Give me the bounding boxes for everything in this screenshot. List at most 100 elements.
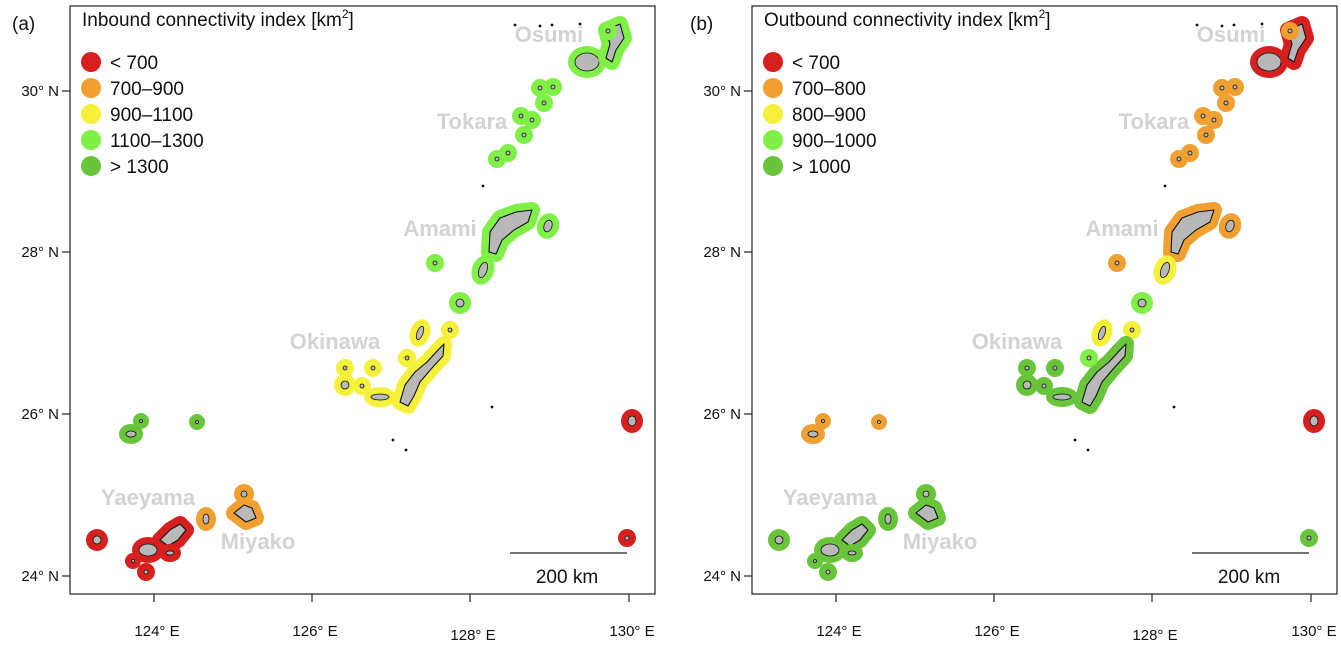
- region-label-okinawa: Okinawa: [972, 329, 1063, 354]
- lat-label: 30° N: [21, 83, 59, 100]
- island-senkaku: [189, 414, 205, 430]
- island-land: [1041, 383, 1047, 389]
- islet-dot: [513, 23, 517, 27]
- panel-a-tag: (a): [12, 14, 36, 35]
- island-tokara: [535, 94, 553, 112]
- island-shape: [392, 336, 452, 414]
- island-land: [1097, 325, 1107, 341]
- island-senkaku: [801, 424, 825, 444]
- map-frame: [751, 5, 1338, 595]
- island-land: [404, 355, 410, 361]
- island-shape: [834, 516, 876, 554]
- region-label-osumi: Osumi: [1197, 22, 1265, 47]
- map-panel-inbound: Osumi Tokara Amami Okinawa Yaeyama Miyako Inbo…: [21, 5, 656, 644]
- island-yaeyama_west: [768, 529, 790, 551]
- island-tokara: [599, 22, 617, 40]
- island-hateruma: [1300, 529, 1318, 547]
- island-land: [774, 535, 784, 545]
- legend-label-5: > 1000: [792, 157, 851, 178]
- scale-bar-label: 200 km: [536, 567, 598, 588]
- island-yaeyama_south: [819, 563, 837, 581]
- island-land: [807, 430, 819, 438]
- island-land: [1081, 343, 1127, 407]
- legend-title-end: ]: [349, 10, 354, 31]
- island-land: [195, 420, 199, 424]
- island-yaeyama_south: [125, 553, 141, 569]
- island-okinawa_east: [1080, 349, 1098, 367]
- island-land: [125, 430, 137, 438]
- island-amami_south: [1153, 255, 1177, 285]
- islands-layer: [768, 16, 1325, 581]
- legend-title-sup: 2: [342, 7, 349, 21]
- island-okinawa_east: [398, 349, 416, 367]
- legend-label-5: > 1300: [110, 157, 169, 178]
- lat-label: 26° N: [21, 406, 59, 423]
- island-yaeyama_west: [86, 529, 108, 551]
- island-yaeyama_main: [152, 516, 194, 554]
- legend-title-end: ]: [1045, 10, 1050, 31]
- island-daito: [621, 409, 643, 433]
- island-land: [821, 419, 825, 423]
- region-label-amami: Amami: [1085, 216, 1158, 241]
- island-land: [432, 260, 438, 266]
- island-land: [1232, 84, 1238, 90]
- island-land: [138, 543, 158, 557]
- island-land: [1114, 260, 1120, 266]
- island-amami_tip: [449, 292, 471, 314]
- island-land: [494, 156, 500, 162]
- island-land: [1052, 393, 1072, 401]
- island-land: [1200, 113, 1206, 119]
- islet-dot: [481, 184, 485, 188]
- island-tokara: [1226, 78, 1244, 96]
- legend-label-2: 700–900: [110, 79, 184, 100]
- island-land: [1287, 28, 1293, 34]
- island-land: [624, 535, 630, 541]
- island-miyako_east: [878, 507, 898, 531]
- island-yaeyama_main: [814, 537, 846, 563]
- island-land: [922, 490, 930, 498]
- panel-b-tag: (b): [690, 14, 714, 35]
- island-senkaku: [815, 413, 831, 429]
- island-okinawa_north: [441, 321, 459, 339]
- legend-swatch-4: [81, 130, 101, 150]
- islands-layer: [86, 16, 643, 581]
- lat-label: 24° N: [703, 568, 741, 585]
- island-land: [370, 365, 376, 371]
- island-tokara: [1281, 22, 1299, 40]
- island-land: [574, 52, 600, 72]
- island-shape: [1074, 336, 1134, 414]
- island-tokara: [531, 79, 549, 97]
- island-land: [415, 325, 425, 341]
- island-land: [1086, 355, 1092, 361]
- island-land: [877, 420, 881, 424]
- island-okinawa_west: [353, 377, 371, 395]
- island-land: [1024, 365, 1030, 371]
- island-okinawa_west: [1035, 377, 1053, 395]
- legend-swatch-5: [81, 156, 101, 176]
- legend-swatch-1: [763, 52, 783, 72]
- islet-dot: [404, 448, 408, 452]
- island-shape: [481, 202, 540, 262]
- lon-label: 128° E: [450, 627, 495, 644]
- island-land: [550, 84, 556, 90]
- island-okinawa_west: [364, 359, 382, 377]
- legend-title-main: Inbound connectivity index [km: [82, 10, 342, 31]
- island-miyako_main: [908, 497, 946, 530]
- island-tokara: [1197, 126, 1215, 144]
- island-land: [447, 327, 453, 333]
- island-land: [605, 28, 611, 34]
- island-land: [1203, 132, 1209, 138]
- legend-swatch-1: [81, 52, 101, 72]
- islet-dot: [490, 405, 494, 409]
- map-panel-outbound: Osumi Tokara Amami Okinawa Yaeyama Miyako Outb…: [703, 5, 1338, 644]
- islet-dot: [1172, 405, 1176, 409]
- island-tokara: [1205, 111, 1223, 129]
- island-hateruma: [618, 529, 636, 547]
- island-amami_tip: [1131, 292, 1153, 314]
- island-okinawa_west: [336, 359, 354, 377]
- region-label-miyako: Miyako: [221, 529, 296, 554]
- island-land: [370, 393, 390, 401]
- lat-label: 26° N: [703, 406, 741, 423]
- lon-label: 130° E: [1291, 623, 1336, 640]
- region-label-yaeyama: Yaeyama: [783, 485, 878, 510]
